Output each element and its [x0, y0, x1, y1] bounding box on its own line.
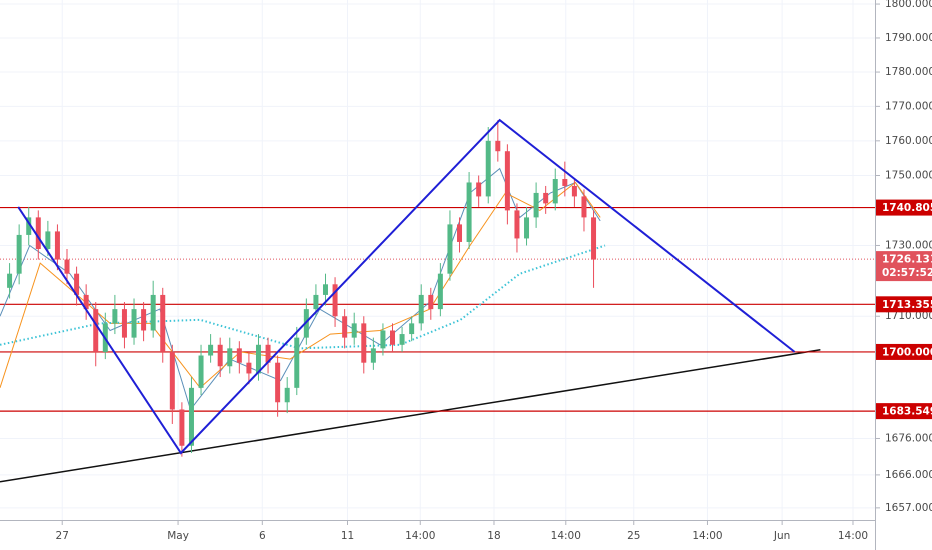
y-tick-label: 1750.000	[885, 170, 932, 182]
candle-body	[198, 355, 204, 388]
candle-body	[581, 196, 587, 218]
y-tick-label: 1790.000	[885, 32, 932, 44]
y-tick-label: 1666.000	[885, 469, 932, 481]
candle-body	[457, 224, 463, 242]
candle-body	[495, 140, 501, 152]
countdown-label: 02:57:52	[882, 267, 932, 279]
candle-body	[16, 234, 22, 274]
candle-body	[591, 217, 597, 260]
candle-body	[476, 182, 482, 197]
level-tag	[876, 296, 932, 313]
candle-body	[437, 273, 443, 310]
candle-body	[121, 309, 127, 338]
x-tick-label: 6	[259, 530, 266, 542]
candle-body	[284, 387, 290, 403]
y-tick-label: 1780.000	[885, 66, 932, 78]
candle-body	[294, 337, 300, 388]
candle-body	[131, 309, 137, 338]
candle-body	[7, 273, 13, 288]
y-tick-label: 1760.000	[885, 135, 932, 147]
candle-body	[409, 323, 415, 335]
candle-body	[533, 192, 539, 218]
moving-average	[0, 244, 606, 350]
trendline	[0, 349, 821, 483]
x-tick-label: 25	[627, 530, 640, 542]
candle-body	[332, 284, 338, 317]
candle-body	[322, 284, 328, 295]
candle-body	[188, 387, 194, 446]
last-price-tag	[876, 251, 932, 282]
x-tick-label: 18	[487, 530, 500, 542]
last-price-label: 1726.131	[882, 254, 932, 266]
candle-body	[160, 294, 166, 352]
pattern-line	[17, 118, 796, 455]
x-tick-label: Jun	[773, 530, 790, 542]
candle-body	[524, 217, 530, 239]
candle-body	[255, 344, 261, 374]
candle-body	[418, 294, 424, 324]
candle-body	[169, 351, 175, 410]
level-tag	[876, 199, 932, 216]
candle-body	[361, 323, 367, 363]
level-tag	[876, 343, 932, 360]
candle-body	[83, 294, 89, 310]
candle-body	[35, 217, 41, 249]
level-tag-label: 1713.355	[882, 299, 932, 311]
candle-body	[380, 330, 386, 349]
candle-body	[571, 185, 577, 197]
candle-body	[64, 259, 70, 274]
candle-body	[428, 294, 434, 310]
candle-body	[45, 231, 51, 249]
candle-body	[399, 334, 405, 345]
candle-body	[227, 348, 233, 367]
level-tag-label: 1700.000	[882, 346, 932, 358]
y-tick-label: 1710.000	[885, 310, 932, 322]
y-tick-label: 1730.000	[885, 239, 932, 251]
x-tick-label: May	[167, 530, 189, 542]
candle-body	[179, 409, 185, 446]
x-tick-label: 11	[341, 530, 354, 542]
candle-body	[265, 344, 271, 363]
candle-body	[485, 140, 491, 197]
candle-body	[313, 294, 319, 310]
candle-body	[74, 273, 80, 295]
candle-body	[562, 178, 568, 186]
candle-body	[351, 323, 357, 338]
candle-body	[141, 309, 147, 331]
candle-body	[390, 330, 396, 345]
level-tag	[876, 403, 932, 420]
candle-body	[236, 348, 242, 363]
candle-body	[54, 231, 60, 260]
candle-body	[447, 224, 453, 274]
y-tick-label: 1676.000	[885, 432, 932, 444]
candle-body	[543, 192, 549, 204]
candle-body	[112, 309, 118, 324]
candle-body	[26, 217, 32, 235]
x-tick-label: 27	[56, 530, 69, 542]
candle-body	[246, 362, 252, 374]
x-tick-label: 14:00	[838, 530, 868, 542]
x-tick-label: 14:00	[551, 530, 581, 542]
candle-body	[504, 151, 510, 211]
y-tick-label: 1800.000	[885, 0, 932, 10]
y-tick-label: 1770.000	[885, 100, 932, 112]
candle-body	[93, 309, 99, 352]
x-tick-label: 14:00	[692, 530, 722, 542]
x-tick-label: 14:00	[405, 530, 435, 542]
candle-body	[208, 344, 214, 356]
candle-body	[217, 344, 223, 367]
level-tag-label: 1740.805	[882, 202, 932, 214]
candle-body	[466, 182, 472, 242]
candle-body	[275, 362, 281, 403]
candle-body	[370, 348, 376, 363]
candle-body	[552, 178, 558, 204]
y-tick-label: 1657.000	[885, 502, 932, 514]
candle-body	[342, 316, 348, 338]
level-tag-label: 1683.549	[882, 406, 932, 418]
candle-body	[150, 294, 156, 331]
candle-body	[514, 210, 520, 239]
